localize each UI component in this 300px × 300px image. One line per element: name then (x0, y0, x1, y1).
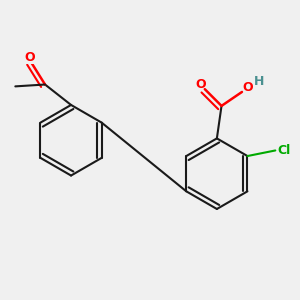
Text: O: O (196, 78, 206, 91)
Text: H: H (254, 75, 264, 88)
Text: O: O (242, 81, 253, 94)
Text: O: O (24, 51, 34, 64)
Text: Cl: Cl (277, 144, 290, 157)
